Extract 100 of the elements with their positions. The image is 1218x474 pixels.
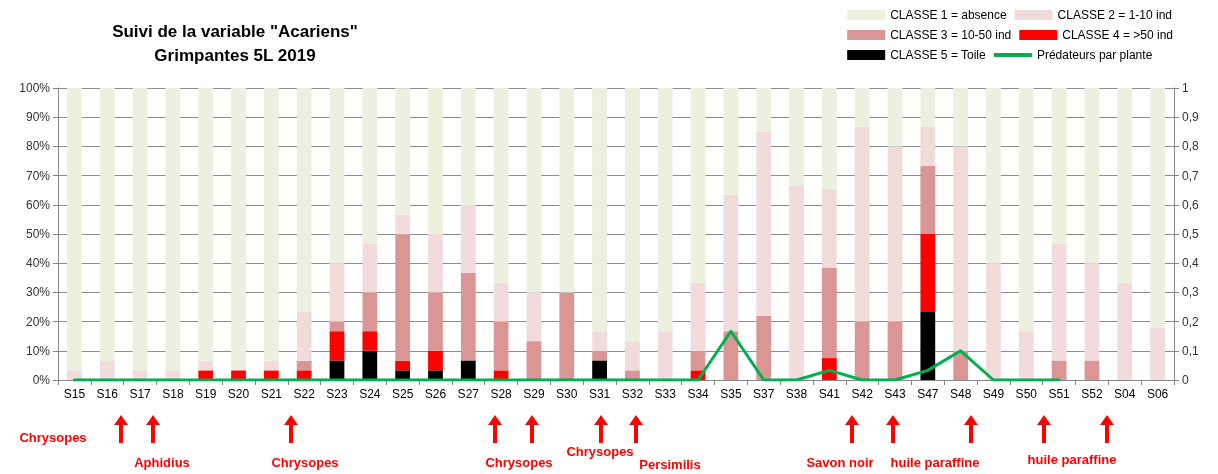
bar xyxy=(723,194,739,332)
y-tick-label: 80% xyxy=(25,139,51,154)
y2-tick-label: 0,7 xyxy=(1182,168,1200,183)
y-tick-label: 30% xyxy=(25,285,51,300)
bar xyxy=(395,88,411,215)
y2-tick-label: 0,2 xyxy=(1182,314,1200,329)
bar xyxy=(625,341,640,371)
bar xyxy=(428,234,443,293)
bar xyxy=(526,292,542,342)
bar xyxy=(526,341,542,380)
x-tick-label: S30 xyxy=(556,387,578,401)
bar xyxy=(296,88,312,312)
y-tick-label: 90% xyxy=(25,110,51,125)
bar xyxy=(1150,327,1165,380)
bar xyxy=(263,88,279,361)
bar xyxy=(329,331,345,361)
bar xyxy=(953,146,969,351)
x-tick-label: S27 xyxy=(457,387,480,401)
bar xyxy=(296,360,312,371)
bar xyxy=(887,146,903,322)
bar xyxy=(428,88,443,234)
chart-title: Suivi de la variable "Acariens" xyxy=(112,22,358,41)
x-tick-label: S26 xyxy=(424,387,447,401)
bar xyxy=(920,234,936,312)
x-tick-label: S18 xyxy=(162,387,184,401)
x-tick-label: S38 xyxy=(785,387,808,401)
x-tick-label: S33 xyxy=(654,387,677,401)
x-tick-label: S32 xyxy=(621,387,644,401)
bar xyxy=(690,350,706,371)
x-tick-label: S51 xyxy=(1048,387,1071,401)
bar xyxy=(953,88,969,147)
legend-label: Prédateurs par plante xyxy=(1036,48,1153,62)
x-tick-label: S16 xyxy=(96,387,119,401)
bar xyxy=(1084,88,1100,264)
bar xyxy=(362,292,378,332)
bar xyxy=(592,331,607,351)
bar xyxy=(690,282,706,351)
bar xyxy=(198,88,214,361)
text: Aphidius xyxy=(134,455,190,470)
bar xyxy=(789,185,804,380)
bar xyxy=(756,88,772,132)
y-tick-label: 20% xyxy=(25,314,51,329)
bar xyxy=(821,88,837,189)
bar xyxy=(99,360,115,380)
bar xyxy=(362,331,378,351)
bar xyxy=(493,282,509,322)
x-tick-label: S06 xyxy=(1146,387,1169,401)
text: Persimilis xyxy=(639,457,701,472)
x-tick-label: S34 xyxy=(687,387,710,401)
x-tick-label: S17 xyxy=(129,387,152,401)
y2-tick-label: 0 xyxy=(1182,373,1189,387)
legend-label: CLASSE 3 = 10-50 ind xyxy=(890,28,1012,42)
bar xyxy=(1018,88,1034,332)
bar xyxy=(99,88,115,361)
bar xyxy=(329,88,345,264)
x-tick-label: S22 xyxy=(293,387,316,401)
y2-tick-label: 0,8 xyxy=(1182,139,1200,154)
bar xyxy=(428,370,443,380)
text: Chrysopes xyxy=(485,455,553,470)
legend-label: CLASSE 5 = Toile xyxy=(890,48,987,62)
text: Chrysopes xyxy=(19,430,87,445)
bar xyxy=(756,315,772,380)
bar xyxy=(493,321,509,371)
bar xyxy=(920,165,936,234)
y-tick-label: 100% xyxy=(19,81,51,95)
bar xyxy=(559,88,575,293)
bar xyxy=(67,88,82,371)
bar xyxy=(231,88,246,371)
bar xyxy=(854,321,870,380)
y-tick-label: 70% xyxy=(25,168,51,183)
x-tick-label: S48 xyxy=(949,387,972,401)
y-tick-label: 60% xyxy=(25,197,51,212)
bar xyxy=(329,360,345,380)
bar xyxy=(428,350,443,371)
bar xyxy=(1051,360,1067,380)
bar xyxy=(362,243,378,293)
y2-tick-label: 0,5 xyxy=(1182,227,1200,241)
bar xyxy=(592,88,607,332)
bar xyxy=(920,311,936,380)
chart-subtitle: Grimpantes 5L 2019 xyxy=(154,46,316,65)
text: Chrysopes xyxy=(566,444,634,459)
bar xyxy=(198,360,214,371)
y-tick-label: 0% xyxy=(32,373,51,387)
bar xyxy=(460,360,476,380)
bar xyxy=(329,263,345,322)
x-tick-label: S19 xyxy=(195,387,217,401)
bar xyxy=(1150,88,1165,328)
bar xyxy=(920,126,936,166)
x-tick-label: S28 xyxy=(490,387,513,401)
bar xyxy=(395,234,411,361)
x-tick-label: S24 xyxy=(359,387,381,401)
legend-label: CLASSE 2 = 1-10 ind xyxy=(1057,8,1172,22)
bar xyxy=(1117,282,1133,380)
bar xyxy=(986,263,1001,380)
bar xyxy=(526,88,542,293)
bar xyxy=(756,131,772,316)
legend-label: CLASSE 4 = >50 ind xyxy=(1062,28,1174,42)
bar xyxy=(986,88,1001,264)
bar xyxy=(165,88,181,371)
bar xyxy=(1018,331,1034,380)
